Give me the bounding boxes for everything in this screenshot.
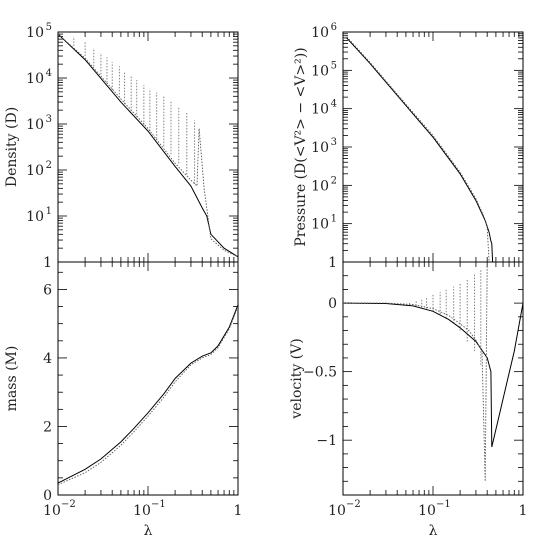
- y-tick-label: 10: [26, 163, 44, 179]
- y-axis-label: Pressure (D(<V²> − <V>²)): [293, 47, 309, 246]
- y-tick-label: −0.5: [303, 365, 337, 381]
- series-line-dotted: [343, 262, 488, 482]
- y-tick-label-exponent: 3: [331, 137, 337, 148]
- x-tick-label-exponent: −2: [346, 499, 361, 510]
- y-axis-label: mass (M): [4, 346, 20, 412]
- series-line-solid: [346, 37, 494, 262]
- x-tick-label-exponent: −1: [151, 499, 166, 510]
- series-line-dotted: [346, 36, 490, 262]
- data-layer: [58, 33, 238, 258]
- y-tick-label-exponent: 6: [331, 22, 337, 33]
- y-axis-label: velocity (V): [289, 338, 305, 419]
- y-tick-label: 10: [311, 140, 329, 156]
- y-tick-label: 10: [26, 71, 44, 87]
- y-tick-label: 10: [311, 63, 329, 79]
- data-layer: [343, 262, 523, 482]
- x-tick-label: 10: [328, 503, 346, 519]
- x-tick-label-exponent: −1: [436, 499, 451, 510]
- y-tick-label: 0: [43, 488, 52, 504]
- y-tick-label: 0: [328, 296, 337, 312]
- y-tick-label-exponent: 4: [331, 99, 337, 110]
- x-tick-label-exponent: −2: [61, 499, 76, 510]
- y-tick-label: −1: [316, 433, 337, 449]
- x-tick-label: 1: [519, 503, 528, 519]
- y-tick-label-exponent: 5: [46, 22, 52, 33]
- y-tick-label-exponent: 4: [46, 68, 52, 79]
- y-tick-label: 2: [43, 419, 52, 435]
- y-tick-label-exponent: 3: [46, 114, 52, 125]
- series-line-solid: [58, 33, 238, 258]
- x-tick-label: 10: [133, 503, 151, 519]
- y-tick-label: 10: [311, 102, 329, 118]
- y-axis-label: Density (D): [4, 107, 20, 187]
- y-tick-label: 10: [311, 178, 329, 194]
- series-line-solid: [58, 304, 238, 484]
- y-tick-label: 10: [26, 117, 44, 133]
- y-tick-label-exponent: 2: [331, 175, 337, 186]
- series-line-solid: [343, 302, 523, 448]
- x-axis-label: λ: [429, 523, 438, 539]
- y-tick-label-exponent: 5: [331, 60, 337, 71]
- y-tick-label: 6: [43, 282, 52, 298]
- y-tick-label: 10: [311, 217, 329, 233]
- y-tick-label: 4: [43, 351, 52, 367]
- y-tick-label-exponent: 1: [331, 214, 337, 225]
- series-line-dotted: [58, 33, 238, 258]
- y-tick-label: 10: [311, 25, 329, 41]
- x-axis-label: λ: [144, 523, 153, 539]
- y-tick-label-exponent: 1: [46, 206, 52, 217]
- x-tick-label: 1: [234, 503, 243, 519]
- data-layer: [58, 304, 238, 486]
- y-tick-label: 1: [328, 255, 337, 271]
- y-tick-label-exponent: 2: [46, 160, 52, 171]
- x-tick-label: 10: [418, 503, 436, 519]
- y-tick-label: 10: [26, 209, 44, 225]
- x-tick-label: 10: [43, 503, 61, 519]
- data-layer: [346, 36, 494, 262]
- y-tick-label: 10: [26, 25, 44, 41]
- y-tick-label: 1: [43, 255, 52, 271]
